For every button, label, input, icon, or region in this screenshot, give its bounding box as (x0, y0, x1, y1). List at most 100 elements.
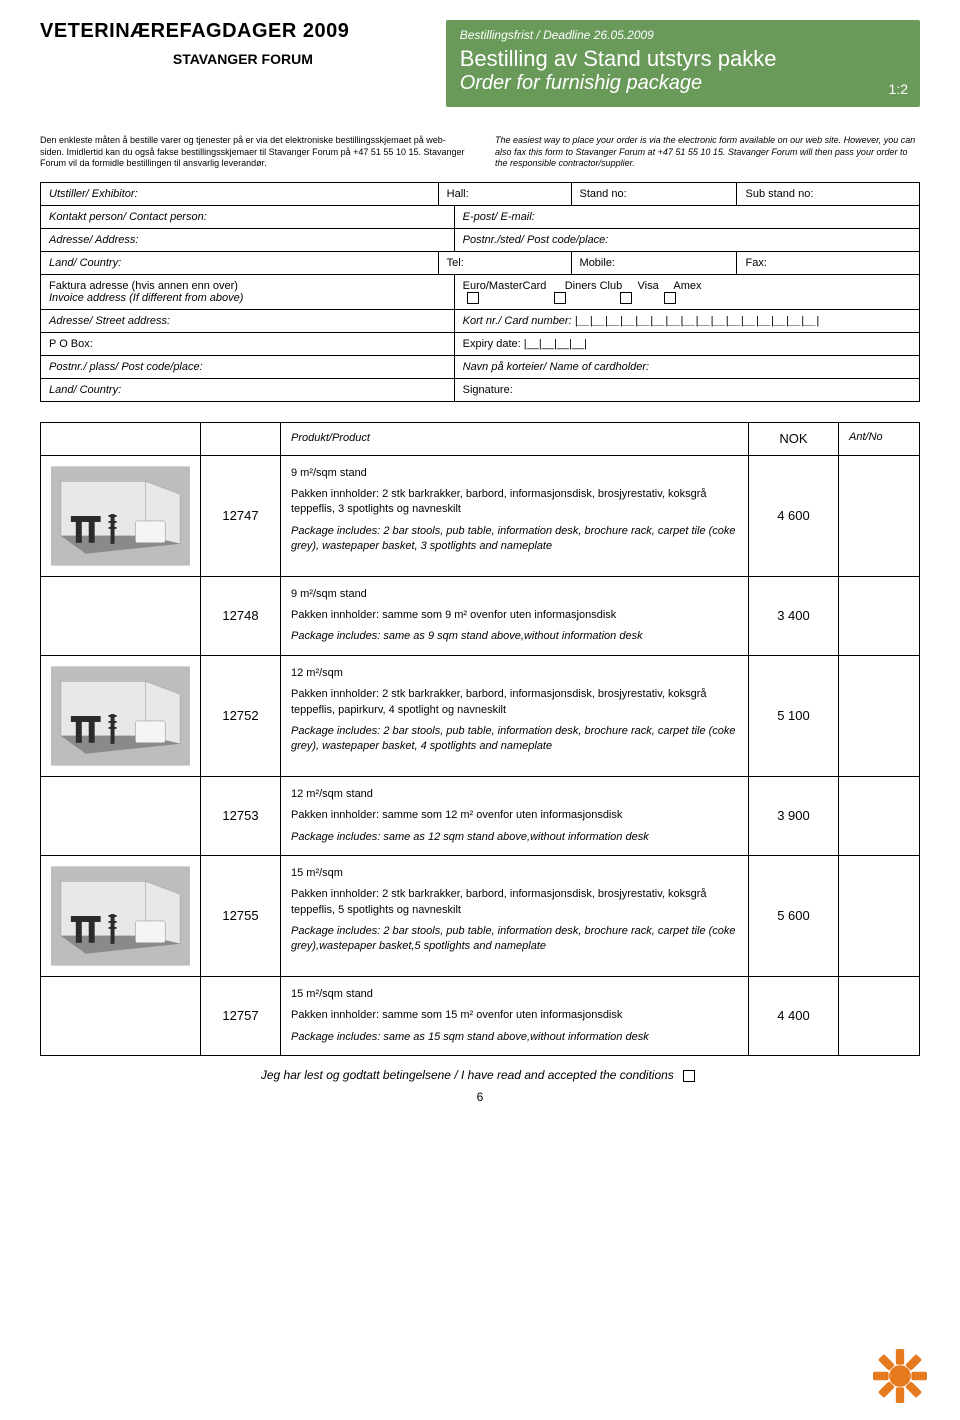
product-desc-no: Pakken innholder: 2 stk barkrakker, barb… (291, 688, 707, 715)
field-cardno[interactable]: Kort nr./ Card number: |__|__|__|__|__|_… (455, 310, 919, 332)
product-row: 1275715 m²/sqm stand Pakken innholder: s… (41, 977, 919, 1056)
product-qty-input[interactable] (839, 577, 919, 655)
product-price: 3 900 (749, 777, 839, 855)
product-qty-input[interactable] (839, 656, 919, 776)
product-qty-input[interactable] (839, 856, 919, 976)
product-code: 12747 (201, 456, 281, 576)
page-indicator: 1:2 (889, 81, 908, 97)
product-desc-en: Package includes: 2 bar stools, pub tabl… (291, 524, 738, 555)
field-mobile[interactable]: Mobile: (572, 252, 738, 274)
invoice-no: Faktura adresse (hvis annen enn over) (49, 280, 238, 292)
product-heading: 12 m²/sqm stand (291, 787, 738, 802)
product-price: 5 100 (749, 656, 839, 776)
product-desc-no: Pakken innholder: samme som 12 m² ovenfo… (291, 809, 622, 821)
field-tel[interactable]: Tel: (439, 252, 572, 274)
card-diners: Diners Club (565, 280, 622, 292)
product-desc-no: Pakken innholder: samme som 15 m² ovenfo… (291, 1009, 622, 1021)
field-email[interactable]: E-post/ E-mail: (455, 206, 919, 228)
field-hall[interactable]: Hall: (439, 183, 572, 205)
checkbox-accept[interactable] (683, 1070, 695, 1082)
product-row: 127489 m²/sqm stand Pakken innholder: sa… (41, 577, 919, 656)
accept-text: Jeg har lest og godtatt betingelsene / I… (261, 1068, 674, 1082)
deadline: Bestillingsfrist / Deadline 26.05.2009 (460, 28, 906, 42)
product-desc-en: Package includes: same as 12 sqm stand a… (291, 830, 738, 845)
event-title: VETERINÆREFAGDAGER 2009 (40, 20, 446, 43)
field-exhibitor[interactable]: Utstiller/ Exhibitor: (41, 183, 439, 205)
field-contact[interactable]: Kontakt person/ Contact person: (41, 206, 455, 228)
product-row: 127479 m²/sqm stand Pakken innholder: 2 … (41, 456, 919, 577)
product-heading: 9 m²/sqm stand (291, 587, 738, 602)
field-substand[interactable]: Sub stand no: (737, 183, 919, 205)
product-description: 12 m²/sqm Pakken innholder: 2 stk barkra… (281, 656, 749, 776)
intro-no: Den enkleste måten å bestille varer og t… (40, 135, 465, 170)
checkbox-amex[interactable] (664, 292, 676, 304)
product-desc-en: Package includes: 2 bar stools, pub tabl… (291, 924, 738, 955)
field-fax[interactable]: Fax: (737, 252, 919, 274)
checkbox-euro[interactable] (467, 292, 479, 304)
product-desc-en: Package includes: same as 9 sqm stand ab… (291, 629, 738, 644)
field-street[interactable]: Adresse/ Street address: (41, 310, 455, 332)
product-image (41, 656, 201, 776)
product-description: 15 m²/sqm Pakken innholder: 2 stk barkra… (281, 856, 749, 976)
field-address[interactable]: Adresse/ Address: (41, 229, 455, 251)
col-code (201, 423, 281, 454)
product-price: 4 400 (749, 977, 839, 1055)
checkbox-visa[interactable] (620, 292, 632, 304)
field-country2[interactable]: Land/ Country: (41, 379, 455, 401)
order-form: Utstiller/ Exhibitor: Hall: Stand no: Su… (40, 182, 920, 402)
product-desc-no: Pakken innholder: samme som 9 m² ovenfor… (291, 609, 616, 621)
product-row: 1275212 m²/sqm Pakken innholder: 2 stk b… (41, 656, 919, 777)
card-euro: Euro/MasterCard (463, 280, 547, 292)
field-cards: Euro/MasterCard Diners Club Visa Amex (455, 275, 919, 309)
products-table: Produkt/Product NOK Ant/No 127479 m²/sqm… (40, 422, 920, 1056)
col-qty: Ant/No (839, 423, 919, 454)
field-standno[interactable]: Stand no: (572, 183, 738, 205)
col-image (41, 423, 201, 454)
field-postcode[interactable]: Postnr./sted/ Post code/place: (455, 229, 919, 251)
header-right: Bestillingsfrist / Deadline 26.05.2009 B… (446, 20, 920, 107)
product-qty-input[interactable] (839, 977, 919, 1055)
field-expiry[interactable]: Expiry date: |__|__|__|__| (455, 333, 919, 355)
order-title-en: Order for furnishig package (460, 72, 906, 95)
checkbox-diners[interactable] (554, 292, 566, 304)
field-cardholder[interactable]: Navn på korteier/ Name of cardholder: (455, 356, 919, 378)
product-image (41, 456, 201, 576)
page-header: VETERINÆREFAGDAGER 2009 STAVANGER FORUM … (0, 0, 960, 117)
intro-en: The easiest way to place your order is v… (495, 135, 920, 170)
invoice-en: Invoice address (If different from above… (49, 292, 243, 304)
product-code: 12755 (201, 856, 281, 976)
product-description: 15 m²/sqm stand Pakken innholder: samme … (281, 977, 749, 1055)
card-visa: Visa (637, 280, 658, 292)
product-heading: 9 m²/sqm stand (291, 466, 738, 481)
product-desc-en: Package includes: same as 15 sqm stand a… (291, 1030, 738, 1045)
product-heading: 15 m²/sqm (291, 866, 738, 881)
field-invoice: Faktura adresse (hvis annen enn over) In… (41, 275, 455, 309)
product-row: 1275312 m²/sqm stand Pakken innholder: s… (41, 777, 919, 856)
product-price: 5 600 (749, 856, 839, 976)
product-image-empty (41, 577, 201, 655)
product-price: 3 400 (749, 577, 839, 655)
product-code: 12757 (201, 977, 281, 1055)
card-amex: Amex (673, 280, 701, 292)
product-code: 12748 (201, 577, 281, 655)
product-price: 4 600 (749, 456, 839, 576)
product-qty-input[interactable] (839, 456, 919, 576)
product-qty-input[interactable] (839, 777, 919, 855)
logo-cog-icon (870, 1346, 930, 1406)
field-signature[interactable]: Signature: (455, 379, 919, 401)
footer-accept-line: Jeg har lest og godtatt betingelsene / I… (0, 1056, 960, 1082)
col-product: Produkt/Product (281, 423, 749, 454)
products-header: Produkt/Product NOK Ant/No (41, 423, 919, 455)
product-image-empty (41, 777, 201, 855)
order-title-no: Bestilling av Stand utstyrs pakke (460, 46, 906, 72)
intro-text: Den enkleste måten å bestille varer og t… (0, 117, 960, 182)
venue: STAVANGER FORUM (40, 51, 446, 67)
field-postplace[interactable]: Postnr./ plass/ Post code/place: (41, 356, 455, 378)
product-image (41, 856, 201, 976)
field-country[interactable]: Land/ Country: (41, 252, 439, 274)
product-description: 9 m²/sqm stand Pakken innholder: samme s… (281, 577, 749, 655)
field-pobox[interactable]: P O Box: (41, 333, 455, 355)
col-nok: NOK (749, 423, 839, 454)
product-code: 12752 (201, 656, 281, 776)
product-row: 1275515 m²/sqm Pakken innholder: 2 stk b… (41, 856, 919, 977)
